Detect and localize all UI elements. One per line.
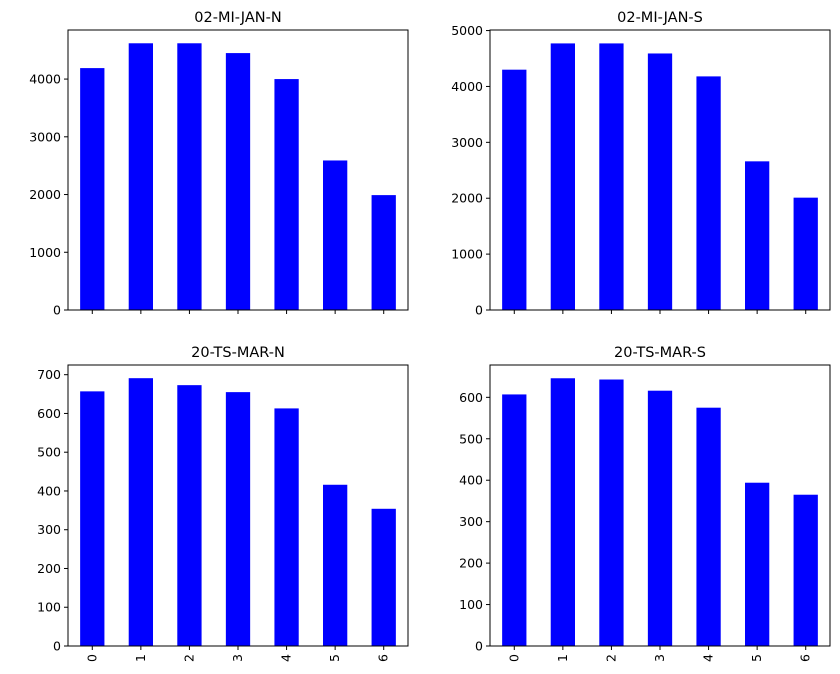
bar-1 [550,43,575,310]
bar-0 [502,69,527,311]
x-tick-label: 1 [555,654,570,662]
bar-4 [696,76,721,310]
x-tick-label: 0 [506,654,521,662]
bar-2 [177,385,202,646]
bar-2 [177,43,202,310]
y-tick-label: 300 [37,522,61,537]
y-tick-label: 400 [37,483,61,498]
bar-2 [599,379,624,646]
bar-1 [128,43,153,310]
bar-5 [323,160,348,310]
y-tick-label: 100 [459,597,483,612]
bar-0 [80,391,105,646]
bar-5 [745,161,770,310]
y-tick-label: 300 [459,514,483,529]
x-tick-label: 5 [327,654,342,662]
x-tick-label: 6 [798,654,813,662]
x-tick-label: 1 [133,654,148,662]
bar-1 [550,378,575,646]
y-tick-label: 0 [475,639,483,654]
y-tick-label: 0 [475,303,483,318]
bar-6 [371,508,396,646]
y-tick-label: 600 [459,390,483,405]
bar-5 [745,482,770,646]
bar-3 [647,53,673,310]
bar-3 [225,392,251,646]
subplot-title: 20-TS-MAR-N [191,345,285,361]
y-tick-label: 5000 [451,23,483,38]
x-tick-label: 5 [749,654,764,662]
y-tick-label: 0 [53,639,61,654]
bar-6 [793,197,818,310]
y-tick-label: 400 [459,473,483,488]
y-tick-label: 0 [53,303,61,318]
bar-3 [647,390,673,646]
subplot-title: 02-MI-JAN-S [617,10,703,26]
x-tick-label: 3 [652,654,667,662]
x-tick-label: 2 [603,654,618,662]
y-tick-label: 600 [37,406,61,421]
bar-4 [696,407,721,646]
y-tick-label: 4000 [29,72,61,87]
bar-3 [225,53,251,311]
y-tick-label: 200 [459,556,483,571]
bar-6 [371,195,396,310]
bar-4 [274,408,299,646]
x-tick-label: 0 [84,654,99,662]
y-tick-label: 3000 [451,135,483,150]
bar-0 [502,394,527,646]
bar-0 [80,68,105,310]
y-tick-label: 3000 [29,129,61,144]
bar-2 [599,43,624,310]
y-tick-label: 200 [37,561,61,576]
x-tick-label: 4 [279,654,294,662]
subplot-title: 02-MI-JAN-N [194,10,281,26]
bar-6 [793,494,818,646]
subplot-0: 0 1000 2000 3000 4000 02-MI-JAN-N [29,10,409,318]
subplot-1: 0 1000 2000 3000 4000 5000 02-MI-JAN-S [451,10,831,318]
y-tick-label: 1000 [451,247,483,262]
y-tick-label: 700 [37,367,61,382]
y-tick-label: 100 [37,600,61,615]
y-tick-label: 2000 [29,187,61,202]
x-tick-label: 4 [701,654,716,662]
x-tick-label: 3 [230,654,245,662]
subplot-title: 20-TS-MAR-S [614,345,706,361]
bar-5 [323,484,348,646]
y-tick-label: 500 [37,445,61,460]
y-tick-label: 500 [459,431,483,446]
subplot-2: 0 100 200 300 400 500 600 700 0 1 2 3 4 5 6 20-TS-MAR-N [37,345,409,662]
bar-1 [128,378,153,646]
subplot-3: 0 100 200 300 400 500 600 0 1 2 3 4 5 6 20-TS-MAR-S [459,345,831,662]
y-tick-label: 1000 [29,245,61,260]
x-tick-label: 6 [376,654,391,662]
bar-4 [274,79,299,310]
x-tick-label: 2 [181,654,196,662]
y-tick-label: 2000 [451,191,483,206]
y-tick-label: 4000 [451,79,483,94]
